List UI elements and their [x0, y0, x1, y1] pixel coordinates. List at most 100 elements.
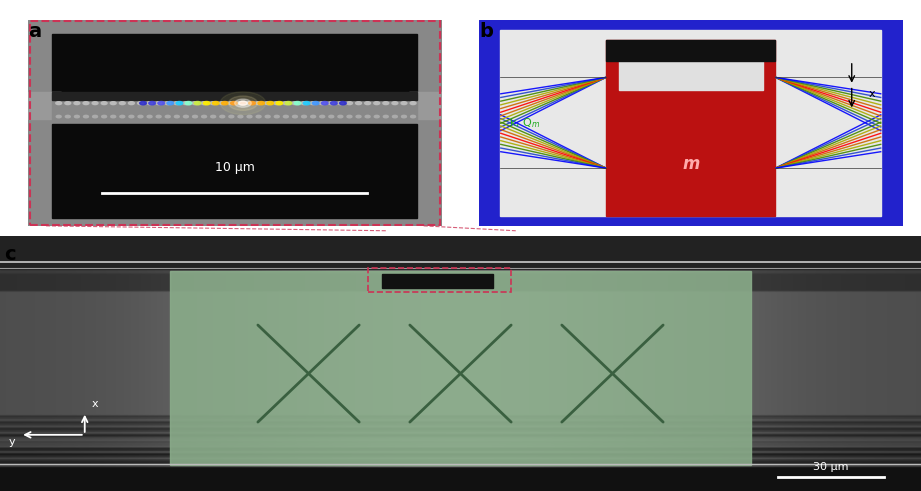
Text: m: m [682, 155, 699, 173]
Circle shape [265, 102, 271, 105]
Circle shape [129, 102, 134, 105]
Circle shape [183, 102, 189, 105]
Text: 30 μm: 30 μm [813, 462, 848, 472]
Circle shape [120, 102, 125, 105]
Text: 10 μm: 10 μm [215, 162, 255, 174]
Circle shape [356, 115, 361, 118]
Circle shape [392, 102, 398, 105]
Circle shape [174, 102, 180, 105]
Circle shape [365, 115, 370, 118]
Circle shape [249, 102, 255, 105]
Text: c: c [5, 246, 17, 265]
Circle shape [210, 102, 216, 105]
Circle shape [293, 115, 297, 118]
Circle shape [321, 102, 328, 105]
Circle shape [56, 115, 61, 118]
Circle shape [337, 102, 344, 105]
Circle shape [235, 99, 251, 108]
Bar [606, 40, 775, 61]
Circle shape [137, 102, 144, 105]
Circle shape [174, 115, 180, 118]
Circle shape [411, 115, 415, 118]
Circle shape [274, 115, 279, 118]
Circle shape [146, 102, 153, 105]
Circle shape [338, 115, 343, 118]
Circle shape [292, 102, 297, 105]
Text: y: y [9, 437, 16, 447]
Circle shape [74, 102, 80, 105]
Circle shape [176, 102, 182, 105]
Circle shape [274, 102, 280, 105]
Circle shape [340, 102, 346, 105]
Circle shape [301, 115, 307, 118]
Circle shape [101, 115, 107, 118]
Circle shape [165, 102, 170, 105]
Circle shape [301, 102, 307, 105]
Circle shape [374, 115, 379, 118]
Circle shape [256, 115, 261, 118]
Circle shape [346, 102, 353, 105]
Circle shape [238, 102, 243, 105]
Circle shape [138, 115, 143, 118]
Circle shape [84, 115, 88, 118]
Circle shape [185, 102, 192, 105]
Circle shape [401, 102, 407, 105]
Bar [52, 92, 417, 100]
Circle shape [374, 102, 379, 105]
Circle shape [183, 115, 189, 118]
Circle shape [329, 115, 333, 118]
Circle shape [239, 101, 247, 105]
Bar [52, 124, 417, 218]
Circle shape [111, 102, 116, 105]
Circle shape [201, 102, 207, 105]
Bar [409, 92, 442, 119]
Circle shape [220, 115, 225, 118]
Circle shape [331, 102, 337, 105]
Circle shape [219, 102, 225, 105]
Circle shape [211, 115, 216, 118]
Circle shape [213, 102, 219, 105]
Circle shape [267, 102, 274, 105]
Circle shape [247, 102, 252, 105]
Circle shape [192, 102, 198, 105]
Circle shape [165, 115, 170, 118]
Circle shape [247, 115, 252, 118]
Circle shape [220, 92, 266, 114]
Text: b: b [479, 22, 493, 41]
Text: x: x [92, 399, 99, 409]
Bar [28, 92, 61, 119]
Circle shape [167, 102, 174, 105]
Circle shape [147, 115, 152, 118]
Circle shape [93, 115, 98, 118]
Circle shape [410, 102, 416, 105]
Circle shape [310, 102, 316, 105]
Circle shape [228, 102, 234, 105]
Circle shape [310, 115, 316, 118]
Circle shape [284, 115, 288, 118]
Circle shape [383, 102, 389, 105]
Circle shape [383, 115, 389, 118]
Circle shape [65, 115, 70, 118]
Circle shape [238, 115, 243, 118]
Circle shape [204, 102, 210, 105]
Circle shape [286, 102, 292, 105]
Circle shape [56, 102, 62, 105]
Circle shape [320, 115, 325, 118]
Circle shape [75, 115, 79, 118]
Circle shape [392, 115, 397, 118]
Circle shape [329, 102, 334, 105]
Text: a: a [28, 22, 41, 41]
Circle shape [157, 102, 165, 105]
Circle shape [312, 102, 319, 105]
Circle shape [229, 115, 234, 118]
Bar [170, 272, 751, 465]
Circle shape [283, 102, 289, 105]
Circle shape [149, 102, 156, 105]
Bar [52, 94, 417, 123]
Circle shape [157, 115, 161, 118]
Circle shape [120, 115, 124, 118]
Circle shape [228, 96, 258, 110]
Bar [619, 61, 763, 90]
Circle shape [294, 102, 301, 105]
Circle shape [303, 102, 310, 105]
